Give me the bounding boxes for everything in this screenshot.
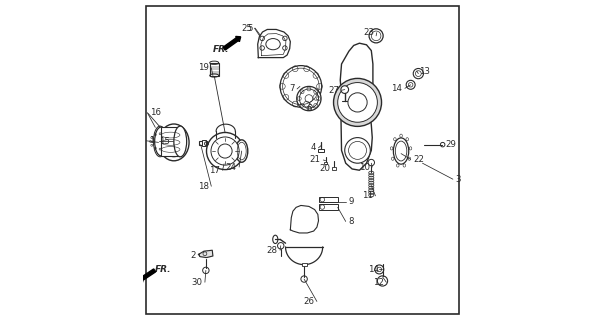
Text: 6: 6 [306, 104, 312, 113]
Text: 11: 11 [362, 191, 373, 200]
Bar [248, 13, 453, 310]
Bar [318, 197, 338, 202]
Text: 7: 7 [289, 84, 295, 93]
Circle shape [406, 80, 415, 89]
Ellipse shape [155, 127, 168, 156]
Text: 25: 25 [241, 24, 252, 33]
Text: 26: 26 [303, 297, 315, 306]
Text: 1: 1 [149, 136, 154, 145]
Text: 22: 22 [413, 155, 424, 164]
Text: 4: 4 [310, 143, 316, 152]
Text: 2: 2 [191, 252, 196, 260]
Ellipse shape [162, 128, 186, 157]
Text: 16: 16 [150, 108, 161, 117]
Circle shape [413, 68, 424, 79]
Polygon shape [198, 250, 213, 258]
Text: 14: 14 [391, 84, 402, 93]
FancyArrow shape [138, 269, 155, 282]
Circle shape [369, 29, 383, 43]
Circle shape [206, 132, 244, 170]
Text: 18: 18 [198, 182, 209, 191]
Text: 15: 15 [159, 137, 171, 146]
Bar [201, 140, 206, 146]
Text: 29: 29 [445, 140, 456, 149]
Ellipse shape [393, 138, 409, 164]
Bar [161, 127, 180, 156]
Bar [210, 63, 218, 76]
Text: 20: 20 [319, 164, 330, 173]
Text: 8: 8 [348, 217, 354, 226]
Circle shape [333, 78, 382, 126]
Text: 23: 23 [363, 28, 374, 37]
Text: 3: 3 [456, 175, 461, 184]
Circle shape [211, 137, 239, 165]
Circle shape [280, 66, 322, 107]
Text: 17: 17 [209, 166, 220, 175]
Polygon shape [340, 43, 373, 170]
Text: FR.: FR. [155, 265, 172, 274]
Bar [301, 263, 307, 266]
Circle shape [338, 83, 378, 122]
Text: 9: 9 [348, 197, 354, 206]
Bar [324, 162, 327, 164]
Text: 5: 5 [247, 24, 252, 33]
Text: 10: 10 [359, 163, 370, 172]
Circle shape [378, 276, 388, 286]
Circle shape [296, 86, 321, 111]
Text: 19: 19 [198, 63, 209, 72]
Text: 27: 27 [328, 86, 339, 95]
Text: 24: 24 [226, 163, 237, 172]
Circle shape [345, 138, 370, 163]
Bar [332, 167, 336, 170]
Text: FR.: FR. [213, 45, 229, 54]
Bar [318, 149, 324, 152]
Ellipse shape [159, 124, 189, 161]
Bar [200, 141, 208, 145]
Text: 30: 30 [191, 278, 202, 287]
Text: 28: 28 [267, 246, 278, 255]
Text: 21: 21 [310, 156, 321, 164]
FancyArrow shape [223, 36, 241, 50]
Ellipse shape [235, 140, 248, 162]
Circle shape [341, 86, 348, 93]
Text: 13: 13 [419, 67, 430, 76]
Polygon shape [290, 205, 318, 233]
Text: 12: 12 [373, 278, 384, 287]
Circle shape [375, 265, 384, 274]
Ellipse shape [174, 126, 187, 157]
Circle shape [368, 159, 374, 166]
Text: 14: 14 [368, 265, 379, 274]
Bar [318, 204, 338, 210]
